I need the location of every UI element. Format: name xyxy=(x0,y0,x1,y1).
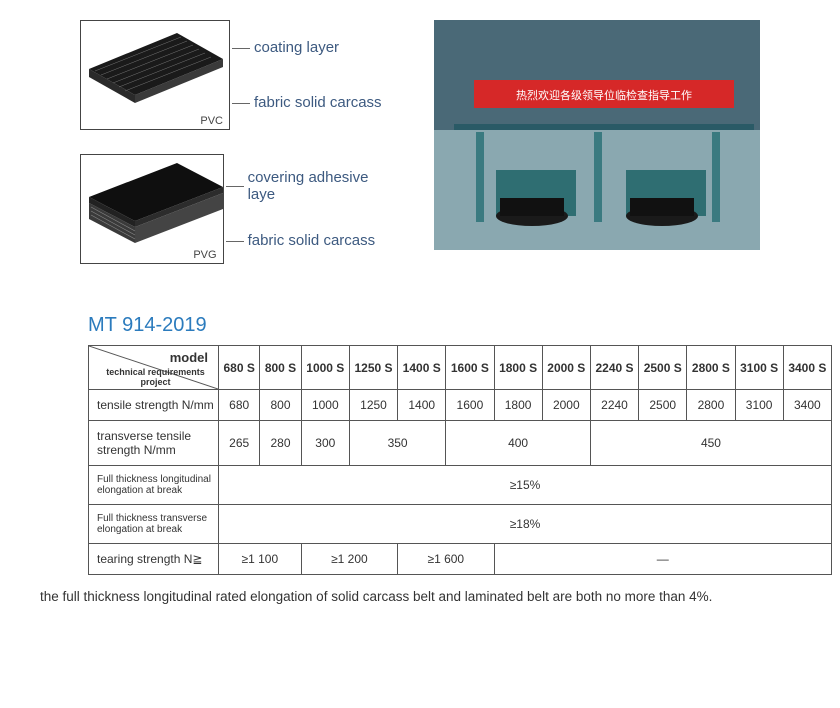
model-col: 680 S xyxy=(219,346,260,390)
table-row: Full thickness longitudinal elongation a… xyxy=(89,466,832,505)
model-col: 3400 S xyxy=(783,346,831,390)
svg-text:热烈欢迎各级领导位临检查指导工作: 热烈欢迎各级领导位临检查指导工作 xyxy=(516,88,692,102)
factory-photo: 热烈欢迎各级领导位临检查指导工作 xyxy=(434,20,760,250)
footnote: the full thickness longitudinal rated el… xyxy=(0,575,840,604)
row-header: tensile strength N/mm xyxy=(89,390,219,421)
pvc-caption: PVC xyxy=(200,115,223,127)
model-col: 800 S xyxy=(260,346,301,390)
model-col: 2500 S xyxy=(639,346,687,390)
model-col: 1000 S xyxy=(301,346,349,390)
row-header: Full thickness transverse elongation at … xyxy=(89,505,219,544)
row-header: Full thickness longitudinal elongation a… xyxy=(89,466,219,505)
model-col: 1600 S xyxy=(446,346,494,390)
table-row: transverse tensile strength N/mm 265 280… xyxy=(89,421,832,466)
model-col: 2000 S xyxy=(542,346,590,390)
table-row: tearing strength N≧ ≥1 100 ≥1 200 ≥1 600… xyxy=(89,544,832,575)
model-col: 1800 S xyxy=(494,346,542,390)
row-header: transverse tensile strength N/mm xyxy=(89,421,219,466)
table-row: Full thickness transverse elongation at … xyxy=(89,505,832,544)
pvc-label-carcass: fabric solid carcass xyxy=(254,94,382,111)
pvg-diagram: PVG xyxy=(80,154,224,264)
pvc-diagram: PVC xyxy=(80,20,230,130)
table-corner: model technical requirements project xyxy=(89,346,219,390)
pvc-label-coating: coating layer xyxy=(254,39,382,56)
model-col: 2800 S xyxy=(687,346,735,390)
model-col: 1250 S xyxy=(349,346,397,390)
model-col: 1400 S xyxy=(398,346,446,390)
table-row: tensile strength N/mm 680 800 1000 1250 … xyxy=(89,390,832,421)
row-header: tearing strength N≧ xyxy=(89,544,219,575)
spec-table: model technical requirements project 680… xyxy=(88,345,832,575)
pvg-caption: PVG xyxy=(193,249,216,261)
pvg-label-covering: covering adhesive laye xyxy=(248,169,394,203)
model-col: 3100 S xyxy=(735,346,783,390)
model-col: 2240 S xyxy=(590,346,638,390)
pvg-label-carcass: fabric solid carcass xyxy=(248,232,394,249)
table-title: MT 914-2019 xyxy=(0,304,840,345)
